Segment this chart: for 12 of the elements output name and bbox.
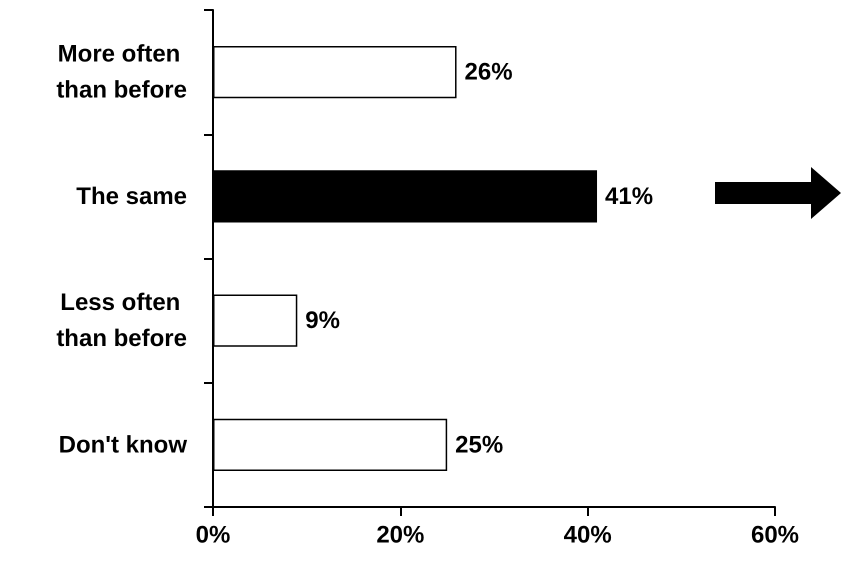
x-tick-label: 40% (564, 522, 612, 548)
data-label: 9% (305, 307, 340, 334)
x-tick-label: 60% (750, 522, 800, 548)
data-label: 26% (464, 58, 513, 86)
data-label: 25% (455, 431, 504, 458)
y-tick-label: Don't know (58, 431, 188, 458)
data-label: 41% (605, 182, 654, 210)
x-tick-label: 0% (196, 522, 230, 548)
y-tick-label: Less often than before (56, 289, 187, 352)
y-tick-label: The same (76, 182, 187, 210)
y-tick-label: More often than before (56, 40, 187, 104)
x-tick-label: 20% (376, 522, 424, 548)
